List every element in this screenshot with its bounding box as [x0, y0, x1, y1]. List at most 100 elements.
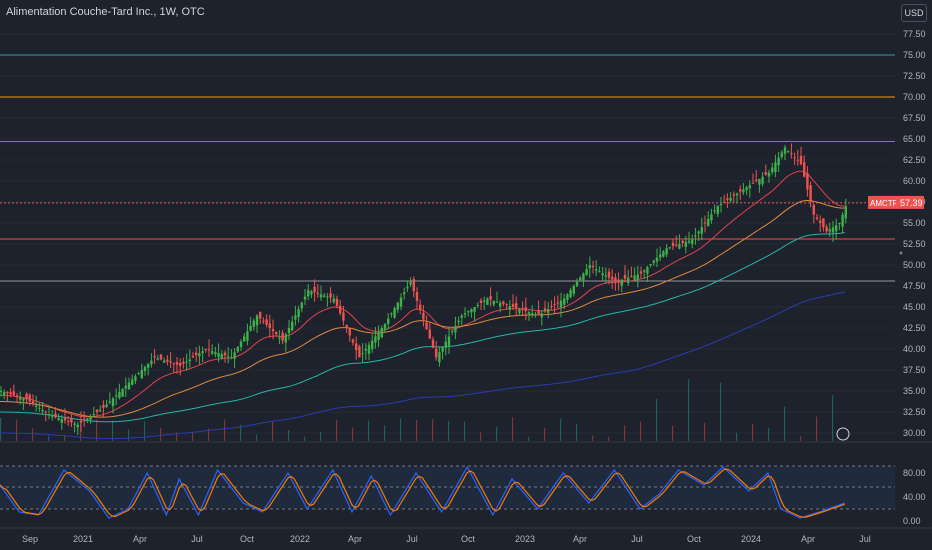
candle-body [422, 312, 425, 320]
candle-body [153, 356, 156, 358]
candle-body [678, 244, 681, 249]
candle-body [54, 413, 57, 418]
volume-bar [64, 434, 66, 441]
candle-body [643, 270, 646, 272]
candle-body [38, 407, 41, 409]
candle-body [595, 269, 598, 271]
candle-body [131, 379, 134, 385]
candle-body [553, 303, 556, 305]
candle-body [767, 172, 771, 177]
volume-bar [192, 432, 194, 441]
candle-body [278, 337, 281, 339]
candle-body [140, 370, 143, 379]
candle-body [223, 352, 227, 356]
candle-body [44, 411, 47, 413]
candle-body [646, 267, 649, 274]
candle-body [755, 179, 758, 181]
x-tick-label: Jul [859, 534, 871, 544]
candle-body [809, 185, 812, 202]
scale-handle-icon [899, 251, 903, 255]
candle-body [211, 351, 214, 354]
volume-bar [464, 421, 466, 441]
stoch-tick-label: 80.00 [903, 468, 926, 478]
candle-body [399, 297, 403, 307]
candle-body [383, 323, 387, 330]
candle-body [726, 198, 729, 200]
candle-body [739, 189, 742, 192]
candle-body [620, 279, 623, 286]
candle-body [297, 309, 300, 318]
candle-body [630, 275, 633, 277]
candle-body [159, 354, 163, 360]
candle-body [575, 281, 579, 287]
volume-bar [608, 436, 610, 441]
candle-body [217, 353, 220, 357]
volume-bar [432, 419, 434, 441]
candle-body [803, 162, 806, 177]
candle-body [115, 395, 118, 397]
candle-body [300, 302, 303, 309]
candle-body [659, 254, 662, 258]
candle-body [825, 226, 828, 232]
y-tick-label: 32.50 [903, 407, 926, 417]
y-tick-label: 77.50 [903, 29, 926, 39]
candle-body [799, 156, 803, 165]
y-tick-label: 65.00 [903, 134, 926, 144]
candle-body [99, 409, 102, 412]
candle-body [636, 274, 639, 280]
candle-body [505, 304, 508, 306]
candle-body [547, 309, 550, 313]
candle-body [611, 276, 614, 280]
candle-body [169, 361, 172, 363]
candle-body [339, 305, 342, 314]
candle-body [0, 391, 3, 392]
volume-bar [0, 417, 2, 441]
candle-body [185, 361, 188, 363]
volume-bar [336, 419, 338, 441]
candle-body [121, 388, 124, 397]
candle-body [588, 265, 591, 269]
candle-body [31, 400, 35, 404]
candle-body [783, 147, 787, 154]
volume-bar [176, 432, 178, 441]
candle-body [15, 395, 19, 397]
candle-body [598, 271, 601, 273]
y-tick-label: 60.00 [903, 176, 926, 186]
candle-body [444, 341, 447, 348]
candle-body [479, 300, 483, 303]
candle-body [499, 302, 502, 307]
x-tick-label: Sep [22, 534, 38, 544]
candle-body [111, 398, 115, 407]
candle-body [457, 320, 460, 323]
candle-body [326, 296, 329, 298]
candle-body [438, 352, 441, 363]
candle-body [95, 409, 99, 412]
candle-body [268, 323, 271, 328]
candle-body [435, 348, 438, 358]
candle-body [483, 300, 486, 302]
volume-bar [560, 418, 562, 441]
candle-body [665, 248, 668, 255]
candle-body [492, 300, 495, 305]
ema-line [0, 291, 845, 440]
candle-body [262, 320, 265, 322]
currency-button[interactable]: USD [901, 4, 927, 22]
candle-body [294, 315, 297, 320]
candle-body [543, 308, 547, 312]
candle-body [831, 227, 835, 233]
candle-body [310, 291, 313, 295]
candle-body [163, 360, 166, 363]
candle-body [451, 331, 454, 333]
candle-body [454, 325, 457, 333]
candle-body [790, 153, 793, 155]
candle-body [147, 363, 150, 368]
candle-body [198, 353, 201, 357]
candle-body [675, 244, 678, 246]
candle-body [137, 373, 140, 375]
volume-bar [224, 419, 226, 441]
candle-body [761, 176, 764, 184]
candle-body [358, 346, 361, 358]
x-tick-label: Apr [573, 534, 587, 544]
candle-body [556, 302, 559, 304]
